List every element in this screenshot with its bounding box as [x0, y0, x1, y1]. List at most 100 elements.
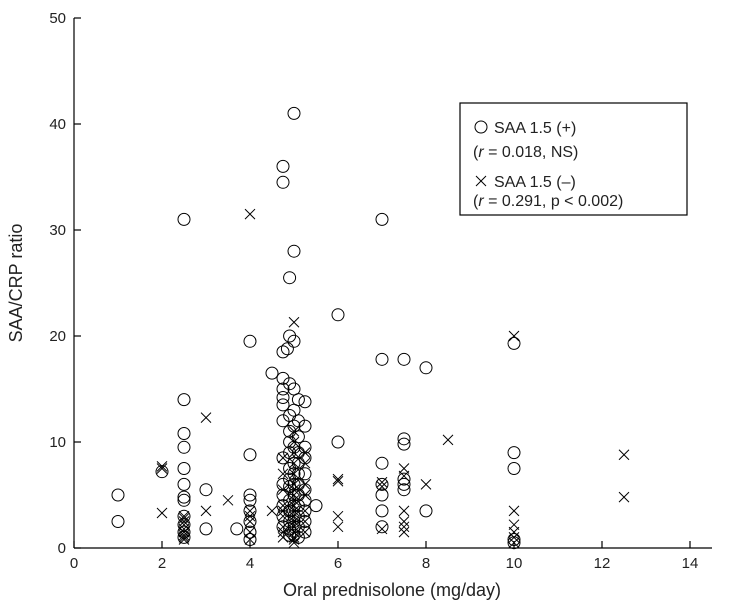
data-point-cross — [618, 491, 630, 503]
data-point-cross — [288, 457, 300, 469]
y-tick-label: 40 — [49, 116, 66, 133]
data-point-circle — [287, 244, 301, 258]
data-point-circle — [298, 515, 312, 528]
data-point-circle — [276, 382, 290, 396]
data-point-circle — [276, 345, 290, 359]
legend-marker-circle — [474, 120, 488, 134]
data-point-circle — [276, 175, 290, 189]
data-point-circle — [243, 493, 257, 507]
data-point-circle — [177, 393, 191, 407]
data-point-circle — [177, 427, 191, 441]
x-tick-label: 12 — [594, 555, 611, 572]
data-point-circle — [298, 419, 312, 433]
data-point-cross — [277, 500, 289, 511]
data-point-cross — [398, 526, 410, 538]
data-point-circle — [375, 504, 389, 518]
data-point-cross — [178, 529, 190, 541]
data-point-cross — [178, 510, 190, 522]
data-point-circle — [280, 342, 294, 356]
x-ticks: 0 2 4 6 8 10 12 14 — [70, 541, 698, 572]
data-point-cross — [332, 475, 344, 487]
data-point-cross — [332, 473, 344, 485]
data-point-circle — [155, 465, 169, 479]
legend-marker-cross — [475, 175, 487, 187]
data-point-cross — [299, 516, 311, 527]
data-point-cross — [376, 523, 388, 535]
data-point-cross — [178, 534, 190, 545]
data-point-circle — [276, 371, 290, 385]
data-point-circle — [507, 336, 521, 350]
legend-entry-1-stat-value: = 0.018, NS — [484, 144, 573, 161]
data-point-cross — [288, 505, 300, 517]
legend-entry-2-r: r — [478, 193, 484, 210]
y-ticks: 0 10 20 30 40 50 — [49, 10, 81, 557]
data-point-cross — [332, 510, 344, 522]
data-point-circle — [287, 334, 301, 348]
data-point-circle — [276, 390, 290, 404]
data-point-cross — [288, 510, 300, 522]
data-point-circle — [397, 432, 411, 446]
x-tick-label: 4 — [246, 555, 254, 572]
data-point-cross — [156, 463, 168, 474]
data-point-cross — [508, 532, 520, 543]
data-point-cross — [277, 532, 289, 543]
data-point-cross — [156, 461, 168, 472]
data-point-cross — [376, 476, 388, 488]
data-point-circle — [397, 472, 411, 486]
legend-entry-2-stat-value: = 0.291, p < 0.002 — [484, 193, 618, 210]
data-point-circle — [375, 212, 389, 226]
data-point-cross — [508, 505, 520, 517]
y-tick-label: 50 — [49, 10, 66, 27]
data-point-circle — [397, 352, 411, 366]
data-point-cross — [376, 481, 388, 492]
data-point-cross — [299, 489, 311, 501]
axes: 0 2 4 6 8 10 12 14 0 10 20 30 40 50 — [49, 10, 712, 572]
data-point-cross — [277, 468, 289, 480]
data-point-cross — [288, 489, 300, 501]
data-point-cross — [398, 463, 410, 474]
data-point-cross — [156, 507, 168, 519]
data-point-cross — [277, 526, 289, 538]
data-point-cross — [398, 505, 410, 517]
data-point-cross — [277, 484, 289, 496]
data-point-circle — [507, 462, 521, 475]
legend-entry-1-label: SAA 1.5 (+) — [494, 120, 576, 137]
legend-entry-1-r: r — [478, 144, 484, 161]
data-point-cross — [299, 447, 311, 458]
data-point-circle — [291, 393, 305, 407]
data-point-circle — [375, 477, 389, 491]
data-points — [111, 106, 630, 550]
x-tick-label: 0 — [70, 555, 78, 572]
data-point-circle — [419, 361, 433, 375]
data-point-circle — [331, 308, 345, 322]
data-point-cross — [178, 519, 190, 531]
data-point-cross — [508, 330, 520, 342]
data-point-cross — [178, 526, 190, 538]
data-point-cross — [398, 516, 410, 527]
data-point-cross — [288, 316, 300, 328]
data-point-circle — [375, 488, 389, 502]
data-point-circle — [199, 522, 213, 536]
data-point-circle — [243, 525, 257, 539]
x-tick-label: 10 — [506, 555, 523, 572]
data-point-cross — [288, 534, 300, 545]
data-point-circle — [419, 504, 433, 518]
data-point-circle — [243, 448, 257, 462]
data-point-circle — [283, 329, 297, 343]
data-point-circle — [276, 159, 290, 173]
data-point-circle — [397, 437, 411, 451]
data-point-cross — [420, 479, 432, 490]
data-point-circle — [507, 446, 521, 460]
legend-entry-2-label: SAA 1.5 (–) — [494, 174, 576, 191]
data-point-circle — [291, 430, 305, 444]
data-point-circle — [276, 414, 290, 428]
data-point-circle — [283, 271, 297, 285]
data-point-cross — [508, 526, 520, 538]
data-point-circle — [243, 533, 257, 547]
legend-box — [459, 102, 688, 216]
data-point-cross — [508, 519, 520, 531]
data-point-cross — [266, 505, 278, 517]
data-point-circle — [375, 352, 389, 366]
data-point-cross — [288, 468, 300, 480]
data-point-circle — [177, 440, 191, 454]
